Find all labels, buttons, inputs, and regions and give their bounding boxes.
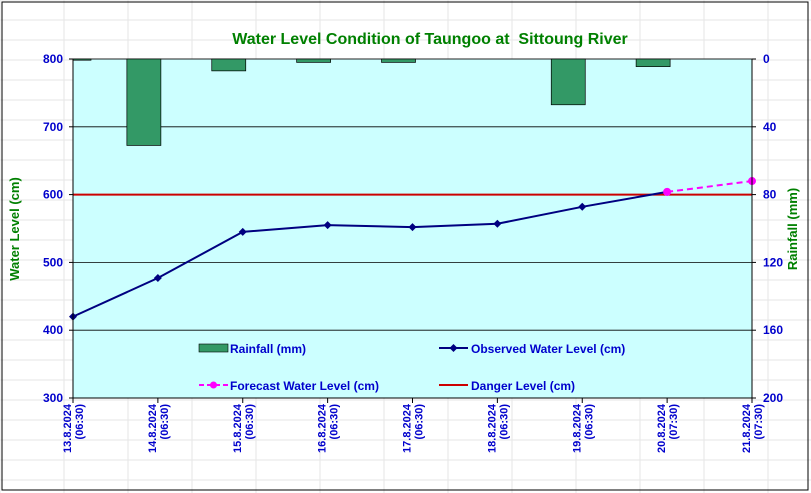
- legend-item-forecast: Forecast Water Level (cm): [199, 379, 379, 393]
- right-tick-label: 200: [763, 391, 783, 405]
- x-tick-label-time: (06:30): [159, 404, 171, 440]
- x-tick-label-date: 16.8.2024: [317, 403, 329, 453]
- x-tick-label-time: (06:30): [244, 404, 256, 440]
- left-tick-label: 500: [43, 255, 63, 269]
- left-tick-label: 400: [43, 323, 63, 337]
- right-tick-label: 0: [763, 52, 770, 66]
- right-tick-label: 160: [763, 323, 783, 337]
- legend-label-rainfall: Rainfall (mm): [230, 342, 306, 356]
- legend: Rainfall (mm) Observed Water Level (cm) …: [198, 342, 625, 393]
- x-tick-label-date: 18.8.2024: [486, 403, 498, 453]
- legend-item-rainfall: Rainfall (mm): [198, 342, 306, 356]
- right-tick-label: 40: [763, 120, 777, 134]
- x-tick-label-date: 15.8.2024: [232, 403, 244, 453]
- observed-point: [153, 273, 162, 282]
- x-tick-label-date: 21.8.2024: [741, 403, 753, 453]
- right-tick-label: 80: [763, 188, 777, 202]
- rainfall-bars: [72, 58, 671, 146]
- x-tick-label-date: 19.8.2024: [571, 403, 583, 453]
- rainfall-bar: [211, 58, 247, 72]
- x-tick-label-time: (07:30): [753, 404, 765, 440]
- x-tick-label: 16.8.2024(06:30): [317, 403, 341, 453]
- right-axis: 0 40 80 120 160 200: [751, 52, 783, 405]
- left-tick-label: 300: [43, 391, 63, 405]
- rainfall-bar: [550, 58, 586, 106]
- x-tick-label: 17.8.2024(06:30): [402, 403, 426, 453]
- x-tick-label: 13.8.2024(06:30): [62, 403, 86, 453]
- rainfall-bar: [296, 58, 331, 63]
- legend-label-danger: Danger Level (cm): [471, 379, 575, 393]
- x-tick-label-time: (06:30): [498, 404, 510, 440]
- x-tick-label: 20.8.2024(07:30): [656, 403, 680, 453]
- observed-point: [493, 219, 502, 228]
- x-tick-label-time: (06:30): [414, 404, 426, 440]
- left-axis: 300 400 500 600 700 800: [43, 52, 74, 405]
- x-tick-label: 21.8.2024(07:30): [741, 403, 765, 453]
- x-tick-label-time: (06:30): [583, 404, 595, 440]
- right-tick-label: 120: [763, 255, 783, 269]
- chart-title: Water Level Condition of Taungoo at Sitt…: [232, 31, 628, 48]
- observed-point: [238, 227, 247, 236]
- legend-marker-observed: [449, 344, 458, 352]
- legend-item-danger: Danger Level (cm): [439, 379, 575, 393]
- x-tick-label: 19.8.2024(06:30): [571, 403, 595, 453]
- left-tick-label: 800: [43, 52, 63, 66]
- observed-point: [323, 221, 332, 230]
- rainfall-bar: [381, 58, 416, 63]
- rainfall-bar: [126, 58, 162, 146]
- y-axis-label-right: Rainfall (mm): [785, 188, 800, 270]
- x-tick-label-date: 20.8.2024: [656, 403, 668, 453]
- forecast-series-line: [666, 180, 753, 193]
- observed-point: [578, 202, 587, 211]
- left-tick-label: 600: [43, 188, 63, 202]
- observed-point: [408, 223, 417, 232]
- y-axis-label-left: Water Level (cm): [7, 177, 22, 281]
- x-tick-label-time: (06:30): [329, 404, 341, 440]
- x-tick-label-time: (06:30): [74, 404, 86, 440]
- x-tick-label-time: (07:30): [668, 404, 680, 440]
- x-tick-label: 18.8.2024(06:30): [486, 403, 510, 453]
- observed-series-line: [72, 190, 668, 318]
- x-tick-label-date: 13.8.2024: [62, 403, 74, 453]
- legend-marker-forecast: [210, 381, 217, 389]
- left-tick-label: 700: [43, 120, 63, 134]
- legend-item-observed: Observed Water Level (cm): [439, 342, 625, 356]
- observed-line: [69, 187, 672, 321]
- x-tick-label: 14.8.2024(06:30): [147, 403, 171, 453]
- x-tick-label-date: 17.8.2024: [402, 403, 414, 453]
- legend-swatch-rainfall: [198, 343, 229, 353]
- rainfall-bar: [72, 58, 92, 61]
- x-tick-label-date: 14.8.2024: [147, 403, 159, 453]
- legend-label-forecast: Forecast Water Level (cm): [230, 379, 379, 393]
- x-tick-label: 15.8.2024(06:30): [232, 403, 256, 453]
- rainfall-bar: [635, 58, 671, 67]
- legend-label-observed: Observed Water Level (cm): [471, 342, 625, 356]
- forecast-point: [663, 187, 672, 196]
- x-axis: 13.8.2024(06:30) 14.8.2024(06:30) 15.8.202…: [62, 397, 765, 453]
